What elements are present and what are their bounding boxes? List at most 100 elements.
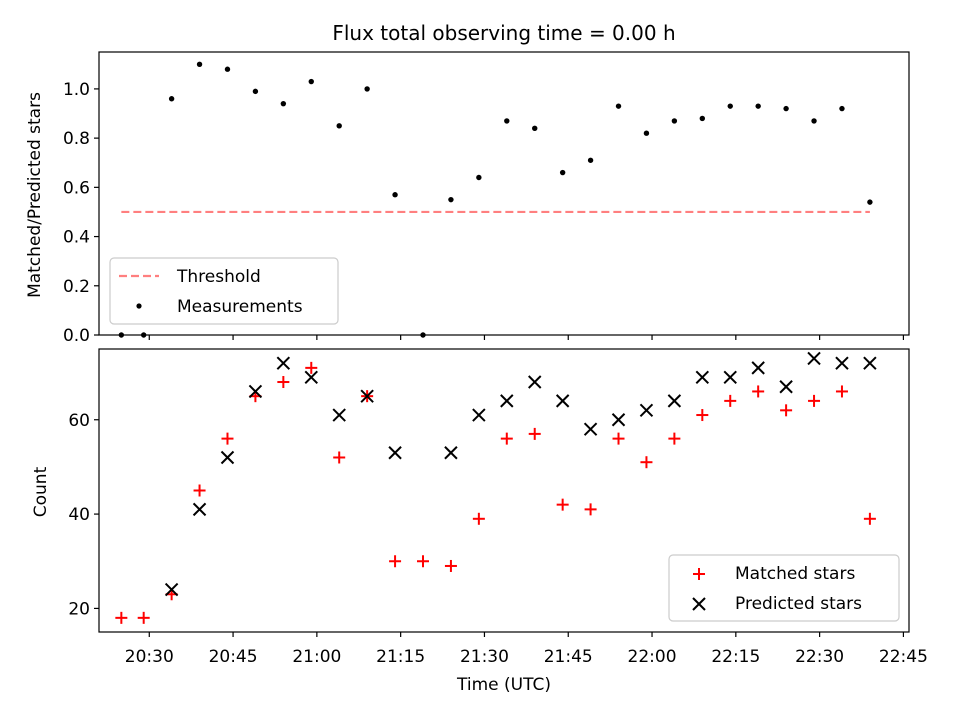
matched-star-point <box>277 376 290 389</box>
threshold-legend-label: Threshold <box>176 267 261 287</box>
matched-star-point <box>500 432 513 445</box>
measurements-legend-swatch <box>136 303 142 309</box>
predicted-star-point <box>611 413 626 427</box>
predicted-star-point <box>164 582 179 597</box>
measurement-point <box>252 88 259 95</box>
matched-star-point <box>780 404 793 417</box>
measurement-point <box>755 103 761 109</box>
measurement-point <box>839 105 845 112</box>
bottom-axis-ticks: 20 40 60 20:30 20:45 21:00 21:15 21:30 21:45 22:0… <box>68 411 928 667</box>
measurement-point <box>587 157 594 163</box>
matched-star-point <box>863 512 876 525</box>
predicted-star-point <box>388 446 402 460</box>
predicted-star-point <box>835 356 849 370</box>
predicted-star-point <box>528 375 542 389</box>
predicted-star-point <box>472 408 486 422</box>
predicted-star-point <box>863 356 877 370</box>
bottom-legend: Matched stars Predicted stars <box>668 554 900 622</box>
predicted-star-point <box>332 408 346 422</box>
measurements-legend-label: Measurements <box>177 297 303 317</box>
measurement-point <box>448 196 454 203</box>
predicted-star-point <box>723 370 737 385</box>
predicted-star-point <box>220 450 235 465</box>
measurement-point <box>280 100 287 107</box>
top-y-axis-label: Matched/Predicted stars <box>25 92 45 298</box>
measurement-point <box>671 118 678 124</box>
matched-star-point <box>221 432 234 445</box>
matched-star-point <box>444 559 457 572</box>
top-legend: Threshold Measurements <box>109 257 339 325</box>
measurement-point <box>532 125 538 131</box>
measurement-point <box>727 103 733 109</box>
matched-star-point <box>472 512 485 525</box>
top-axes-frame <box>98 51 910 336</box>
bottom-y-axis-label: Count <box>31 466 51 517</box>
bottom-axes-frame <box>98 348 910 633</box>
measurement-point <box>615 103 622 109</box>
bottom-y-tick-label: 40 <box>68 505 90 525</box>
top-y-tick-label: 0.4 <box>63 228 90 248</box>
x-tick-label: 22:30 <box>795 647 844 667</box>
matched-star-point <box>305 361 318 374</box>
matched-stars-legend-swatch <box>693 568 705 580</box>
measurement-point <box>699 115 706 122</box>
matched-star-point <box>612 432 625 445</box>
x-tick-label: 22:45 <box>879 647 928 667</box>
top-axis-ticks: 0.0 0.2 0.4 0.6 0.8 1.0 <box>63 80 905 346</box>
measurement-point <box>783 105 789 112</box>
x-tick-label: 20:30 <box>125 647 174 667</box>
measurement-point <box>476 174 482 181</box>
x-tick-label: 22:00 <box>628 647 677 667</box>
bottom-y-tick-label: 20 <box>68 599 90 619</box>
measurement-point <box>504 118 510 124</box>
bottom-legend-box <box>668 554 900 622</box>
top-y-tick-label: 1.0 <box>63 80 90 100</box>
predicted-star-point <box>360 389 374 403</box>
matched-star-point <box>333 451 346 464</box>
x-axis-label: Time (UTC) <box>456 675 551 695</box>
matched-star-point <box>835 385 848 398</box>
measurement-point <box>559 169 566 176</box>
predicted-stars-legend-label: Predicted stars <box>735 594 862 614</box>
matched-star-point <box>808 394 821 407</box>
chart-title: Flux total observing time = 0.00 h <box>332 21 675 45</box>
predicted-star-point <box>444 446 458 460</box>
x-tick-label: 21:45 <box>544 647 593 667</box>
predicted-star-point <box>555 394 570 408</box>
bottom-y-tick-label: 60 <box>68 411 90 431</box>
predicted-star-point <box>695 370 710 385</box>
x-tick-label: 22:15 <box>711 647 760 667</box>
measurement-point <box>364 86 370 92</box>
matched-star-point <box>724 394 737 407</box>
predicted-star-point <box>667 394 682 408</box>
measurement-point <box>196 61 203 68</box>
predicted-star-point <box>500 394 514 408</box>
matched-star-point <box>115 611 128 624</box>
matched-star-point <box>640 456 653 469</box>
predicted-star-point <box>248 384 263 399</box>
predicted-star-point <box>276 356 291 370</box>
measurement-point <box>867 199 873 205</box>
predicted-star-point <box>779 380 793 394</box>
top-y-tick-label: 0.8 <box>63 129 90 149</box>
predicted-star-point <box>304 370 318 385</box>
top-y-tick-label: 0.6 <box>63 178 90 198</box>
top-y-tick-label: 0.2 <box>63 277 90 297</box>
x-tick-label: 20:45 <box>209 647 258 667</box>
measurement-point <box>308 78 314 85</box>
matched-star-point <box>752 385 765 398</box>
x-tick-label: 21:00 <box>292 647 341 667</box>
measurement-point <box>811 118 817 124</box>
predicted-stars-legend-swatch <box>692 597 706 611</box>
predicted-star-point <box>583 422 598 436</box>
bottom-plot-area <box>115 351 877 624</box>
matched-stars-legend-label: Matched stars <box>735 564 855 584</box>
matched-star-point <box>696 409 709 422</box>
measurement-point <box>224 66 231 72</box>
x-tick-label: 21:30 <box>460 647 509 667</box>
matched-star-point <box>528 427 541 440</box>
measurement-point <box>392 192 398 198</box>
measurement-point <box>336 123 342 129</box>
predicted-star-point <box>807 351 821 366</box>
